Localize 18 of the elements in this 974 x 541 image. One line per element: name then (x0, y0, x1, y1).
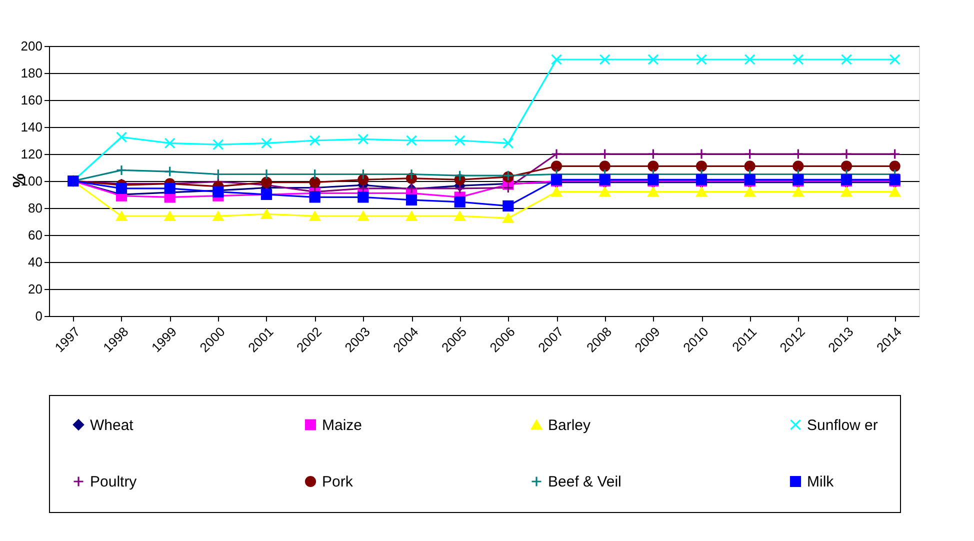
y-tick-label: 0 (35, 308, 42, 324)
legend-label: Beef & Veil (548, 474, 622, 490)
y-tick-label: 120 (20, 146, 42, 162)
legend-label: Barley (548, 416, 592, 434)
y-tick-label: 160 (20, 92, 42, 108)
legend-label: Wheat (90, 416, 134, 434)
y-tick-label: 140 (20, 120, 42, 134)
legend-label: Maize (322, 416, 362, 434)
y-tick-label: 80 (28, 200, 42, 216)
legend-label: Pork (322, 474, 354, 490)
y-tick-label: 20 (28, 282, 42, 296)
legend-label: Poultry (90, 474, 138, 490)
legend-label: Sunflow er (807, 416, 878, 434)
y-tick-label: 60 (28, 228, 42, 242)
y-tick-label: 200 (20, 38, 42, 54)
y-tick-label: 180 (20, 66, 42, 80)
y-tick-label: 40 (28, 254, 42, 270)
legend-label: Milk (807, 474, 834, 490)
